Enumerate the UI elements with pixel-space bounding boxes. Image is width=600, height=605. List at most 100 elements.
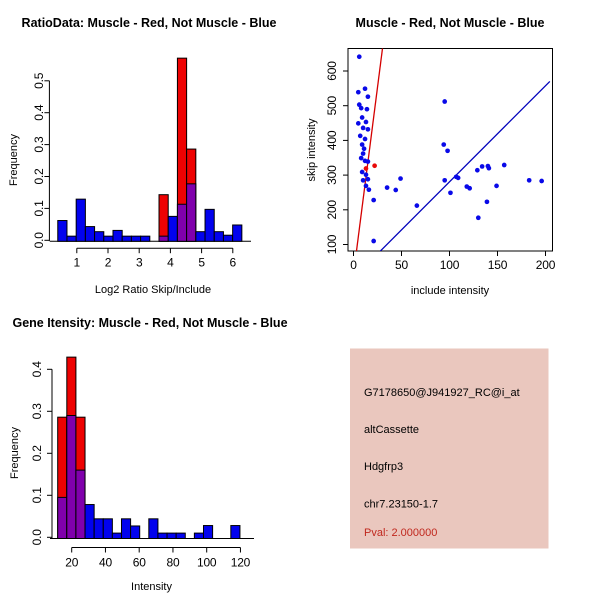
info-line-gene: Hdgfrp3 (364, 461, 403, 473)
info-panel: G7178650@J941927_RC@i_at altCassette Hdg… (350, 348, 549, 549)
x-tick-label: 100 (440, 258, 460, 272)
x-tick-label: 100 (197, 556, 217, 570)
scatter-point-blue (363, 183, 369, 189)
info-line-probe: G7178650@J941927_RC@i_at (364, 387, 520, 399)
scatter-point-blue (384, 185, 390, 190)
scatter-point-blue (358, 105, 364, 111)
hist-bar (112, 229, 123, 242)
scatter-point-blue (414, 203, 420, 208)
hist-bar-overlap (66, 415, 77, 539)
y-tick-label: 0.1 (30, 487, 44, 504)
y-tick-label: 0.4 (30, 361, 44, 378)
scatter-point-blue (467, 185, 473, 191)
scatter-point-blue (442, 99, 448, 104)
scatter-point-blue (539, 178, 545, 184)
hist-bar (167, 215, 178, 242)
y-tick-label: 0.2 (32, 168, 46, 185)
y-tick-label: 0.3 (32, 136, 46, 153)
scatter-point-blue (486, 165, 492, 171)
x-tick-label: 5 (198, 256, 205, 270)
y-tick-label: 0.3 (30, 403, 44, 420)
scatter-point-blue (448, 190, 453, 196)
scatter-point-blue (441, 142, 447, 147)
hist-bar (213, 231, 224, 242)
scatter-point-blue (479, 164, 485, 169)
scatter-point-blue (356, 102, 362, 108)
scatter-point-blue (475, 215, 481, 221)
scatter-panel: 0 50 100 150 200 100 200 300 400 500 600 (325, 48, 556, 272)
scatter-point-blue (365, 159, 371, 164)
hist-bar (130, 525, 141, 540)
gene-hist-xlabel: Intensity (131, 581, 172, 593)
y-tick-label: 400 (325, 130, 339, 150)
info-panel-background (350, 348, 549, 549)
hist-bar (158, 194, 169, 242)
hist-bar (222, 234, 234, 242)
hist-bar (175, 532, 186, 539)
info-line-event-type: altCassette (364, 424, 419, 436)
scatter-point-blue (359, 115, 365, 120)
hist-bar (75, 198, 86, 242)
x-tick-label: 6 (230, 256, 237, 270)
scatter-point-blue (371, 238, 377, 244)
x-tick-label: 1 (74, 256, 81, 270)
scatter-point-blue (359, 142, 365, 147)
hist-bar (66, 235, 77, 242)
x-tick-label: 60 (133, 556, 146, 570)
scatter-point-blue (445, 148, 450, 154)
blue-diagonal-line (379, 80, 551, 251)
scatter-point-blue (357, 133, 363, 139)
hist-bar (103, 235, 114, 242)
scatter-point-blue (360, 151, 366, 156)
y-tick-label: 500 (325, 95, 339, 115)
scatter-point-blue (494, 183, 499, 189)
x-tick-label: 20 (65, 556, 78, 570)
y-tick-label: 0.5 (32, 72, 46, 89)
info-line-locus: chr7.23150-1.7 (364, 499, 438, 511)
y-tick-label: 100 (325, 234, 339, 254)
hist-bar (140, 235, 151, 242)
y-tick-label: 0.2 (30, 445, 44, 462)
hist-bar (130, 235, 142, 242)
ratio-hist-xlabel: Log2 Ratio Skip/Include (95, 284, 211, 296)
hist-bar (148, 518, 159, 540)
scatter-point-red (372, 163, 377, 169)
scatter-point-blue (362, 86, 368, 92)
hist-bar (204, 208, 215, 242)
hist-bar (57, 220, 68, 242)
scatter-point-blue (355, 121, 361, 126)
ratio-hist-ylabel: Frequency (8, 134, 20, 186)
scatter-point-blue (363, 172, 369, 178)
hist-bar (193, 532, 204, 539)
gene-hist-title: Gene Itensity: Muscle - Red, Not Muscle … (12, 316, 287, 330)
scatter-point-blue (363, 119, 369, 125)
x-tick-label: 0 (350, 258, 357, 272)
hist-bar-overlap (186, 183, 197, 242)
scatter-lines (355, 48, 551, 251)
y-tick-label: 0.0 (32, 232, 46, 249)
scatter-xlabel: include intensity (411, 285, 490, 297)
hist-bar (84, 226, 96, 242)
scatter-point-blue (362, 136, 368, 142)
scatter-point-blue (526, 177, 532, 183)
gene-hist-ylabel: Frequency (9, 427, 21, 479)
scatter-ylabel: skip intensity (306, 118, 318, 181)
hist-bar (94, 231, 105, 242)
hist-bar (202, 525, 214, 539)
y-tick-label: 0.4 (32, 104, 46, 121)
scatter-point-blue (366, 187, 372, 193)
hist-bar (111, 532, 122, 539)
scatter-title: Muscle - Red, Not Muscle - Blue (356, 16, 545, 30)
y-tick-label: 200 (325, 200, 339, 220)
scatter-point-blue (393, 187, 399, 193)
scatter-point-blue (361, 146, 367, 152)
x-tick-label: 4 (167, 256, 174, 270)
y-tick-label: 0.0 (30, 529, 44, 546)
hist-bar-overlap (158, 235, 169, 242)
hist-bar (120, 518, 132, 540)
hist-bar (230, 525, 241, 539)
x-tick-label: 150 (488, 258, 508, 272)
scatter-point-blue (501, 162, 507, 168)
x-tick-label: 120 (231, 556, 251, 570)
